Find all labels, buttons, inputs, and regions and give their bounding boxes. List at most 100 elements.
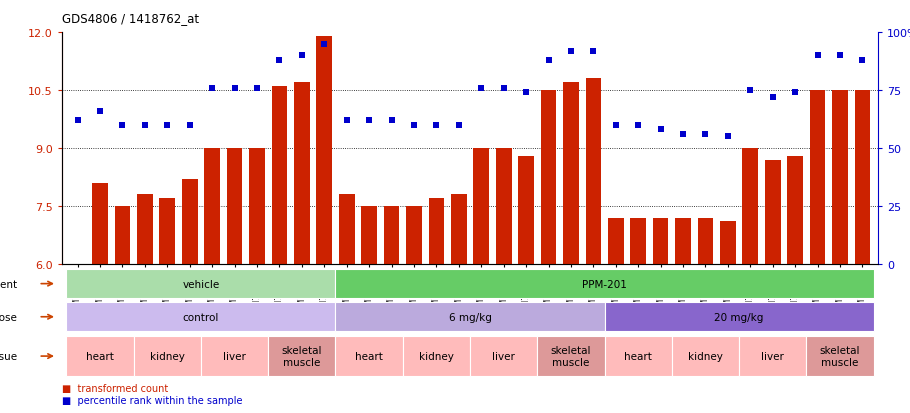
- Point: [249, 85, 264, 92]
- Text: ■  transformed count: ■ transformed count: [62, 383, 168, 393]
- Text: 20 mg/kg: 20 mg/kg: [714, 312, 763, 322]
- Point: [93, 108, 107, 115]
- Point: [474, 85, 489, 92]
- Point: [384, 118, 399, 124]
- Bar: [134, 336, 201, 376]
- Bar: [720, 222, 736, 413]
- Text: liver: liver: [223, 351, 246, 361]
- Bar: [608, 218, 623, 413]
- Text: skeletal
muscle: skeletal muscle: [281, 345, 322, 367]
- Point: [541, 57, 556, 64]
- Bar: [336, 303, 604, 331]
- Bar: [201, 336, 268, 376]
- Bar: [384, 206, 399, 413]
- Bar: [204, 149, 220, 413]
- Point: [182, 122, 197, 129]
- Bar: [604, 336, 672, 376]
- Point: [451, 122, 466, 129]
- Point: [609, 122, 623, 129]
- Bar: [182, 180, 197, 413]
- Bar: [268, 336, 336, 376]
- Point: [631, 122, 645, 129]
- Point: [339, 118, 354, 124]
- Bar: [429, 199, 444, 413]
- Bar: [66, 270, 336, 298]
- Point: [833, 53, 847, 59]
- Text: heart: heart: [86, 351, 114, 361]
- Point: [116, 122, 130, 129]
- Point: [228, 85, 242, 92]
- Bar: [159, 199, 175, 413]
- Point: [721, 134, 735, 140]
- Bar: [743, 149, 758, 413]
- Text: kidney: kidney: [150, 351, 185, 361]
- Point: [855, 57, 870, 64]
- Text: skeletal
muscle: skeletal muscle: [551, 345, 592, 367]
- Bar: [739, 336, 806, 376]
- Text: liver: liver: [492, 351, 515, 361]
- Text: dose: dose: [0, 312, 17, 322]
- Bar: [652, 218, 669, 413]
- Text: vehicle: vehicle: [182, 279, 219, 289]
- Bar: [336, 336, 403, 376]
- Point: [563, 48, 578, 55]
- Point: [272, 57, 287, 64]
- Bar: [537, 336, 604, 376]
- Bar: [563, 83, 579, 413]
- Text: control: control: [183, 312, 219, 322]
- Bar: [66, 303, 336, 331]
- Bar: [585, 79, 602, 413]
- Bar: [336, 270, 874, 298]
- Text: 6 mg/kg: 6 mg/kg: [449, 312, 491, 322]
- Text: PPM-201: PPM-201: [582, 279, 627, 289]
- Text: liver: liver: [762, 351, 784, 361]
- Bar: [832, 91, 848, 413]
- Text: agent: agent: [0, 279, 17, 289]
- Text: heart: heart: [355, 351, 383, 361]
- Text: kidney: kidney: [688, 351, 723, 361]
- Bar: [541, 91, 556, 413]
- Bar: [787, 157, 803, 413]
- Bar: [604, 303, 874, 331]
- Bar: [92, 183, 108, 413]
- Point: [586, 48, 601, 55]
- Point: [295, 53, 309, 59]
- Bar: [473, 149, 489, 413]
- Bar: [406, 206, 422, 413]
- Bar: [137, 195, 153, 413]
- Bar: [403, 336, 470, 376]
- Text: ■  percentile rank within the sample: ■ percentile rank within the sample: [62, 395, 242, 405]
- Bar: [227, 149, 242, 413]
- Bar: [806, 336, 874, 376]
- Point: [653, 127, 668, 133]
- Point: [205, 85, 219, 92]
- Point: [70, 118, 85, 124]
- Point: [496, 85, 511, 92]
- Text: heart: heart: [624, 351, 652, 361]
- Point: [698, 131, 713, 138]
- Bar: [675, 218, 691, 413]
- Point: [160, 122, 175, 129]
- Point: [407, 122, 421, 129]
- Bar: [271, 87, 288, 413]
- Point: [788, 90, 803, 97]
- Point: [430, 122, 444, 129]
- Point: [810, 53, 824, 59]
- Point: [519, 90, 533, 97]
- Point: [137, 122, 152, 129]
- Bar: [339, 195, 355, 413]
- Bar: [115, 206, 130, 413]
- Bar: [249, 149, 265, 413]
- Bar: [810, 91, 825, 413]
- Text: GDS4806 / 1418762_at: GDS4806 / 1418762_at: [62, 12, 199, 25]
- Point: [362, 118, 377, 124]
- Bar: [518, 157, 534, 413]
- Point: [317, 41, 331, 48]
- Point: [676, 131, 691, 138]
- Point: [765, 95, 780, 101]
- Bar: [66, 336, 134, 376]
- Point: [743, 88, 758, 94]
- Bar: [698, 218, 713, 413]
- Text: tissue: tissue: [0, 351, 17, 361]
- Bar: [451, 195, 467, 413]
